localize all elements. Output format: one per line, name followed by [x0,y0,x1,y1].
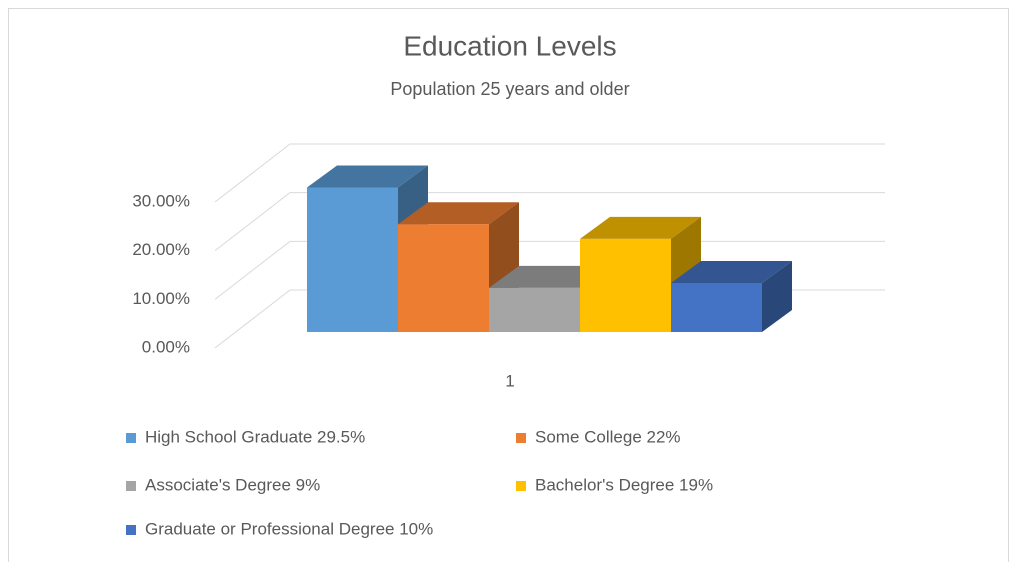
bar [671,283,762,332]
bar-top [580,216,701,239]
bar-top [489,265,610,288]
legend-swatch [516,433,526,443]
legend-label: Bachelor's Degree 19% [535,475,713,494]
legend-swatch [516,481,526,491]
legend-label: High School Graduate 29.5% [145,427,365,446]
chart-title: Education Levels [403,30,616,61]
grid-line [214,143,885,203]
chart-subtitle: Population 25 years and older [390,79,629,99]
legend-swatch [126,433,136,443]
legend-swatch [126,481,136,491]
grid-line [214,192,885,252]
bar-top [307,165,428,188]
y-tick-label: 30.00% [132,191,190,210]
bar [489,287,580,332]
legend-label: Some College 22% [535,427,681,446]
legend-label: Graduate or Professional Degree 10% [145,519,433,538]
bar-top [398,202,519,225]
bar [307,187,398,332]
y-tick-label: 0.00% [142,337,190,356]
y-tick-label: 20.00% [132,240,190,259]
x-tick-label: 1 [505,371,514,390]
bar [398,224,489,332]
bar [580,238,671,332]
legend-swatch [126,525,136,535]
bar-top [671,261,792,283]
y-tick-label: 10.00% [132,289,190,308]
bar-side [762,261,792,332]
legend-label: Associate's Degree 9% [145,475,320,494]
